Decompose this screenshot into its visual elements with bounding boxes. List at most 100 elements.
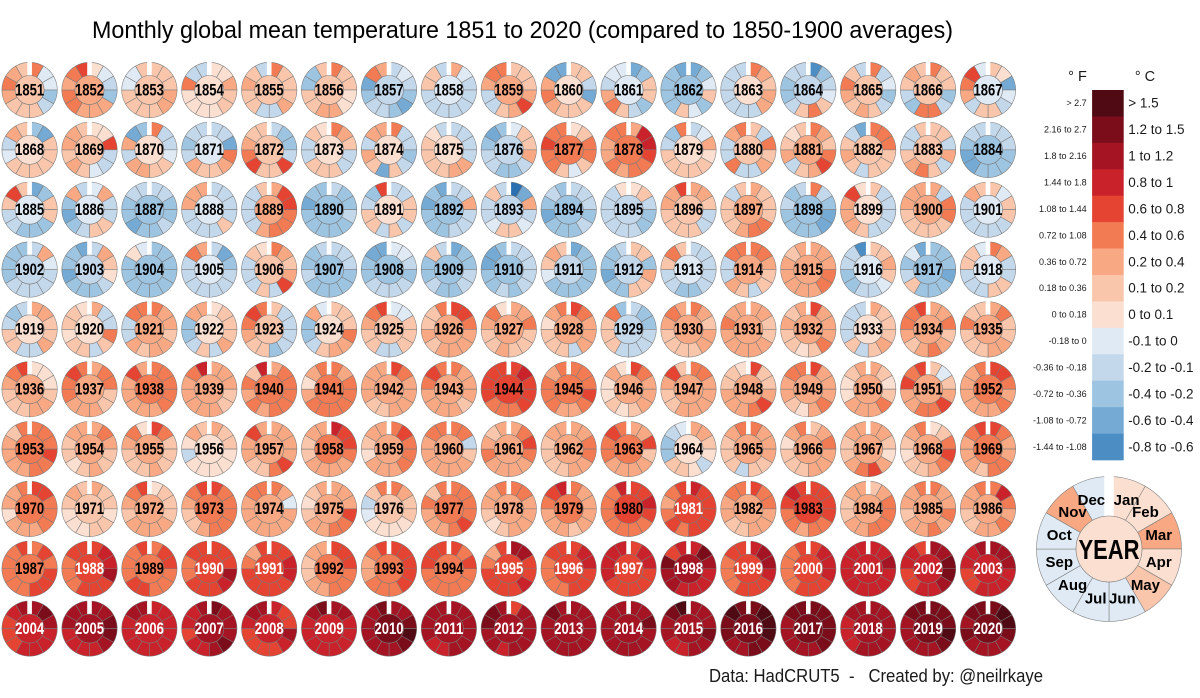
svg-text:1857: 1857 <box>375 81 404 99</box>
svg-text:1916: 1916 <box>854 261 883 279</box>
svg-text:1854: 1854 <box>195 81 225 99</box>
svg-text:2008: 2008 <box>255 620 284 638</box>
svg-text:1934: 1934 <box>914 321 944 339</box>
svg-text:1912: 1912 <box>614 261 643 279</box>
svg-text:1883: 1883 <box>914 141 943 159</box>
svg-text:1859: 1859 <box>494 81 523 99</box>
svg-text:1980: 1980 <box>614 500 643 518</box>
svg-text:0.72 to 1.08: 0.72 to 1.08 <box>1039 230 1087 240</box>
svg-text:1981: 1981 <box>674 500 703 518</box>
svg-text:1877: 1877 <box>554 141 583 159</box>
svg-text:1879: 1879 <box>674 141 703 159</box>
svg-text:1968: 1968 <box>914 440 943 458</box>
svg-text:Feb: Feb <box>1132 504 1159 521</box>
svg-text:1986: 1986 <box>974 500 1003 518</box>
svg-text:1922: 1922 <box>195 321 224 339</box>
svg-text:1864: 1864 <box>794 81 824 99</box>
svg-text:-0.72 to -0.36: -0.72 to -0.36 <box>1033 389 1087 399</box>
svg-text:1899: 1899 <box>854 201 883 219</box>
svg-text:1862: 1862 <box>674 81 703 99</box>
svg-text:1911: 1911 <box>554 261 583 279</box>
svg-text:1891: 1891 <box>375 201 404 219</box>
svg-text:1955: 1955 <box>135 440 164 458</box>
svg-text:Apr: Apr <box>1146 554 1172 571</box>
svg-text:1918: 1918 <box>974 261 1003 279</box>
svg-text:1904: 1904 <box>135 261 165 279</box>
svg-text:1935: 1935 <box>974 321 1003 339</box>
svg-text:1932: 1932 <box>794 321 823 339</box>
svg-text:1885: 1885 <box>15 201 44 219</box>
svg-text:1992: 1992 <box>315 560 344 578</box>
svg-text:1901: 1901 <box>974 201 1003 219</box>
svg-text:Jul: Jul <box>1085 590 1107 607</box>
svg-text:1966: 1966 <box>794 440 823 458</box>
svg-text:1938: 1938 <box>135 381 164 399</box>
svg-text:2016: 2016 <box>734 620 763 638</box>
svg-text:1908: 1908 <box>375 261 404 279</box>
svg-text:1855: 1855 <box>255 81 284 99</box>
svg-text:1868: 1868 <box>15 141 44 159</box>
svg-text:1991: 1991 <box>255 560 284 578</box>
svg-text:Data: HadCRUT5 - Created by: Data: HadCRUT5 - Created by: @neilrkaye <box>709 665 1043 686</box>
svg-text:1.8 to 2.16: 1.8 to 2.16 <box>1044 151 1087 161</box>
svg-text:> 2.7: > 2.7 <box>1066 98 1086 108</box>
svg-text:1983: 1983 <box>794 500 823 518</box>
svg-text:1958: 1958 <box>315 440 344 458</box>
svg-text:1965: 1965 <box>734 440 763 458</box>
svg-text:-0.2 to -0.1: -0.2 to -0.1 <box>1128 360 1193 375</box>
svg-text:1906: 1906 <box>255 261 284 279</box>
svg-text:1941: 1941 <box>315 381 344 399</box>
svg-text:1976: 1976 <box>375 500 404 518</box>
svg-text:1919: 1919 <box>15 321 44 339</box>
svg-text:1960: 1960 <box>434 440 463 458</box>
svg-text:> 1.5: > 1.5 <box>1128 96 1158 111</box>
svg-text:1940: 1940 <box>255 381 284 399</box>
svg-text:1923: 1923 <box>255 321 284 339</box>
svg-text:1942: 1942 <box>375 381 404 399</box>
svg-text:1873: 1873 <box>315 141 344 159</box>
svg-text:1987: 1987 <box>15 560 44 578</box>
svg-text:1920: 1920 <box>75 321 104 339</box>
svg-text:1949: 1949 <box>794 381 823 399</box>
svg-text:1865: 1865 <box>854 81 883 99</box>
svg-text:1963: 1963 <box>614 440 643 458</box>
svg-text:Aug: Aug <box>1058 577 1087 594</box>
svg-text:Monthly global mean temperatur: Monthly global mean temperature 1851 to … <box>92 17 953 44</box>
svg-text:2015: 2015 <box>674 620 703 638</box>
svg-text:1953: 1953 <box>15 440 44 458</box>
svg-text:1870: 1870 <box>135 141 164 159</box>
svg-text:1943: 1943 <box>434 381 463 399</box>
svg-text:1914: 1914 <box>734 261 764 279</box>
svg-text:1856: 1856 <box>315 81 344 99</box>
svg-text:1925: 1925 <box>375 321 404 339</box>
svg-text:1852: 1852 <box>75 81 104 99</box>
svg-text:1915: 1915 <box>794 261 823 279</box>
svg-text:1907: 1907 <box>315 261 344 279</box>
svg-text:1863: 1863 <box>734 81 763 99</box>
svg-text:-0.6 to -0.4: -0.6 to -0.4 <box>1128 413 1194 428</box>
svg-text:1945: 1945 <box>554 381 583 399</box>
svg-text:1894: 1894 <box>554 201 584 219</box>
svg-text:1956: 1956 <box>195 440 224 458</box>
svg-text:2017: 2017 <box>794 620 823 638</box>
svg-text:1876: 1876 <box>494 141 523 159</box>
svg-text:-0.8 to -0.6: -0.8 to -0.6 <box>1128 439 1193 454</box>
svg-text:1996: 1996 <box>554 560 583 578</box>
svg-text:1997: 1997 <box>614 560 643 578</box>
svg-text:Dec: Dec <box>1078 492 1106 509</box>
svg-text:1933: 1933 <box>854 321 883 339</box>
svg-text:0.1 to 0.2: 0.1 to 0.2 <box>1128 281 1184 296</box>
svg-text:1871: 1871 <box>195 141 224 159</box>
svg-text:2003: 2003 <box>974 560 1003 578</box>
svg-text:2002: 2002 <box>914 560 943 578</box>
svg-text:1869: 1869 <box>75 141 104 159</box>
svg-text:1884: 1884 <box>974 141 1004 159</box>
svg-text:1930: 1930 <box>674 321 703 339</box>
svg-text:1947: 1947 <box>674 381 703 399</box>
svg-text:2005: 2005 <box>75 620 104 638</box>
svg-text:2014: 2014 <box>614 620 644 638</box>
svg-text:1970: 1970 <box>15 500 44 518</box>
svg-text:1866: 1866 <box>914 81 943 99</box>
svg-text:1892: 1892 <box>434 201 463 219</box>
svg-text:1944: 1944 <box>494 381 524 399</box>
